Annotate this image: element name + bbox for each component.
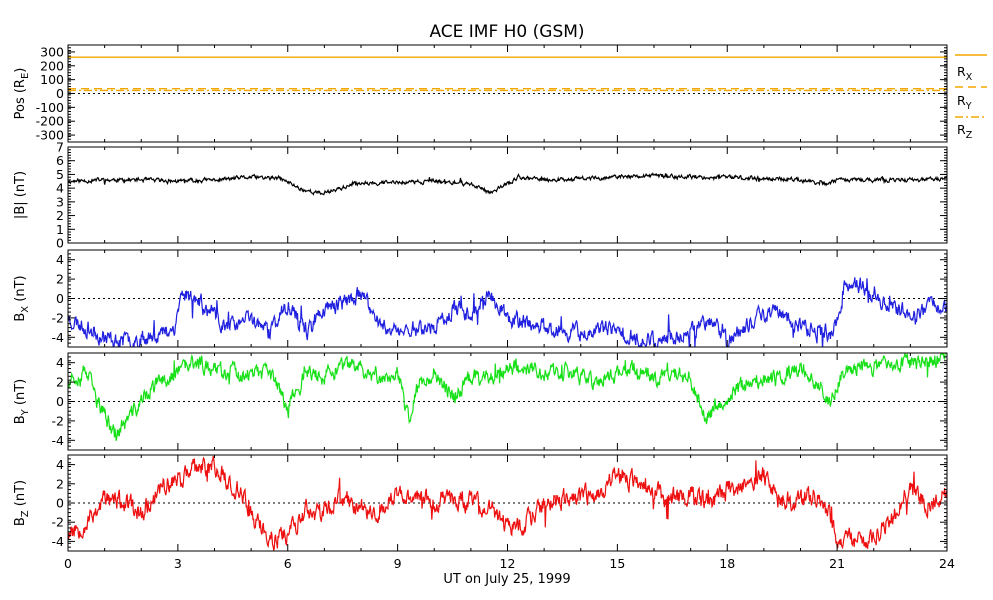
xtick-label: 18 <box>719 556 735 571</box>
xtick-label: 15 <box>609 556 625 571</box>
ytick-label-bmag: 1 <box>56 222 64 237</box>
panel-frame-bmag <box>67 146 948 244</box>
xtick-label: 21 <box>829 556 845 571</box>
ylabel-main-by: B <box>13 415 28 424</box>
ytick-label-bmag: 3 <box>56 194 64 209</box>
xtick-label: 0 <box>64 556 72 571</box>
ylabel-end-pos: ) <box>13 68 28 73</box>
ytick-label-by: -4 <box>52 433 65 448</box>
ytick-label-bmag: 5 <box>56 167 64 182</box>
ytick-label-pos: 100 <box>40 72 64 87</box>
ytick-label-by: 0 <box>56 394 64 409</box>
series-line-Bz <box>68 455 947 551</box>
ytick-label-bx: -2 <box>52 310 64 325</box>
ylabel-pos: Pos (RE) <box>13 68 31 120</box>
legend-base: R <box>957 64 966 79</box>
series-line-Bx <box>68 277 947 347</box>
xtick-label: 6 <box>284 556 292 571</box>
ylabel-bmag: |B| (nT) <box>13 171 28 219</box>
ytick-label-bz: 0 <box>56 496 64 511</box>
series-group-pos <box>68 56 947 92</box>
ytick-label-bz: -2 <box>52 515 64 530</box>
panel-bz: 4 2 0 -2 -4 BZ (nT) <box>13 454 948 552</box>
x-axis: 0 3 6 9 12 15 18 21 24 <box>64 556 955 571</box>
panel-by: 4 2 0 -2 -4 BY (nT) <box>13 352 948 451</box>
ytick-label-bx: 0 <box>56 291 64 306</box>
ylabel-bx: BX (nT) <box>13 275 31 321</box>
ylabel-main-pos: Pos (R <box>13 79 28 119</box>
ytick-label-bx: 2 <box>56 272 64 287</box>
series-group-bx <box>68 277 947 347</box>
ylabel-bz: BZ (nT) <box>13 480 31 526</box>
ytick-label-pos: -200 <box>36 114 64 129</box>
ytick-label-by: -2 <box>52 413 64 428</box>
legend-sub: Z <box>966 130 973 141</box>
ytick-label-pos: 0 <box>56 86 64 101</box>
legend-label-z: RZ <box>957 122 973 141</box>
ytick-label-bmag: 6 <box>56 153 64 168</box>
ylabel-end-by: (nT) <box>13 379 28 409</box>
ylabel-sub-bx: X <box>20 306 31 313</box>
ytick-label-bmag: 7 <box>56 140 64 155</box>
ylabel-sub-by: Y <box>20 408 31 416</box>
x-axis-label: UT on July 25, 1999 <box>443 572 570 587</box>
panel-bx: 4 2 0 -2 -4 BX (nT) <box>13 249 948 348</box>
series-group-by <box>68 353 947 441</box>
ytick-label-bx: -4 <box>52 330 65 345</box>
ytick-label-bx: 4 <box>56 252 64 267</box>
ylabel-by: BY (nT) <box>13 379 31 425</box>
ylabel-sub-pos: E <box>20 73 31 79</box>
chart-title: ACE IMF H0 (GSM) <box>429 22 584 42</box>
legend-label-y: RY <box>957 93 972 112</box>
legend-label-x: RX <box>957 64 973 83</box>
ytick-label-pos: -100 <box>36 100 64 115</box>
ytick-label-bz: 4 <box>56 457 64 472</box>
ylabel-end-bx: (nT) <box>13 275 28 305</box>
ytick-label-by: 2 <box>56 375 64 390</box>
series-line-B <box>68 172 947 196</box>
ylabel-end-bz: (nT) <box>13 480 28 510</box>
series-line-By <box>68 353 947 441</box>
legend-sub: X <box>966 72 973 83</box>
xtick-label: 12 <box>500 556 516 571</box>
ylabel-main-bx: B <box>13 313 28 322</box>
ytick-label-pos: -300 <box>36 128 64 143</box>
ylabel-sub-bz: Z <box>20 510 31 517</box>
ytick-label-bmag: 0 <box>56 236 64 251</box>
ytick-label-pos: 300 <box>40 44 64 59</box>
xtick-label: 9 <box>394 556 402 571</box>
ytick-label-bz: -4 <box>52 534 65 549</box>
ytick-label-bz: 2 <box>56 476 64 491</box>
ytick-label-bmag: 4 <box>56 181 64 196</box>
ytick-label-pos: 200 <box>40 58 64 73</box>
ylabel-main-bmag: |B| (nT) <box>13 171 28 219</box>
series-group-bmag <box>68 172 947 196</box>
legend-sub: Y <box>965 101 972 112</box>
legend-base: R <box>957 122 966 137</box>
ylabel-main-bz: B <box>13 517 28 526</box>
xtick-label: 3 <box>174 556 182 571</box>
ytick-label-bmag: 2 <box>56 208 64 223</box>
xtick-label: 24 <box>939 556 955 571</box>
series-group-bz <box>68 455 947 551</box>
legend-base: R <box>957 93 966 108</box>
ytick-label-by: 4 <box>56 355 64 370</box>
